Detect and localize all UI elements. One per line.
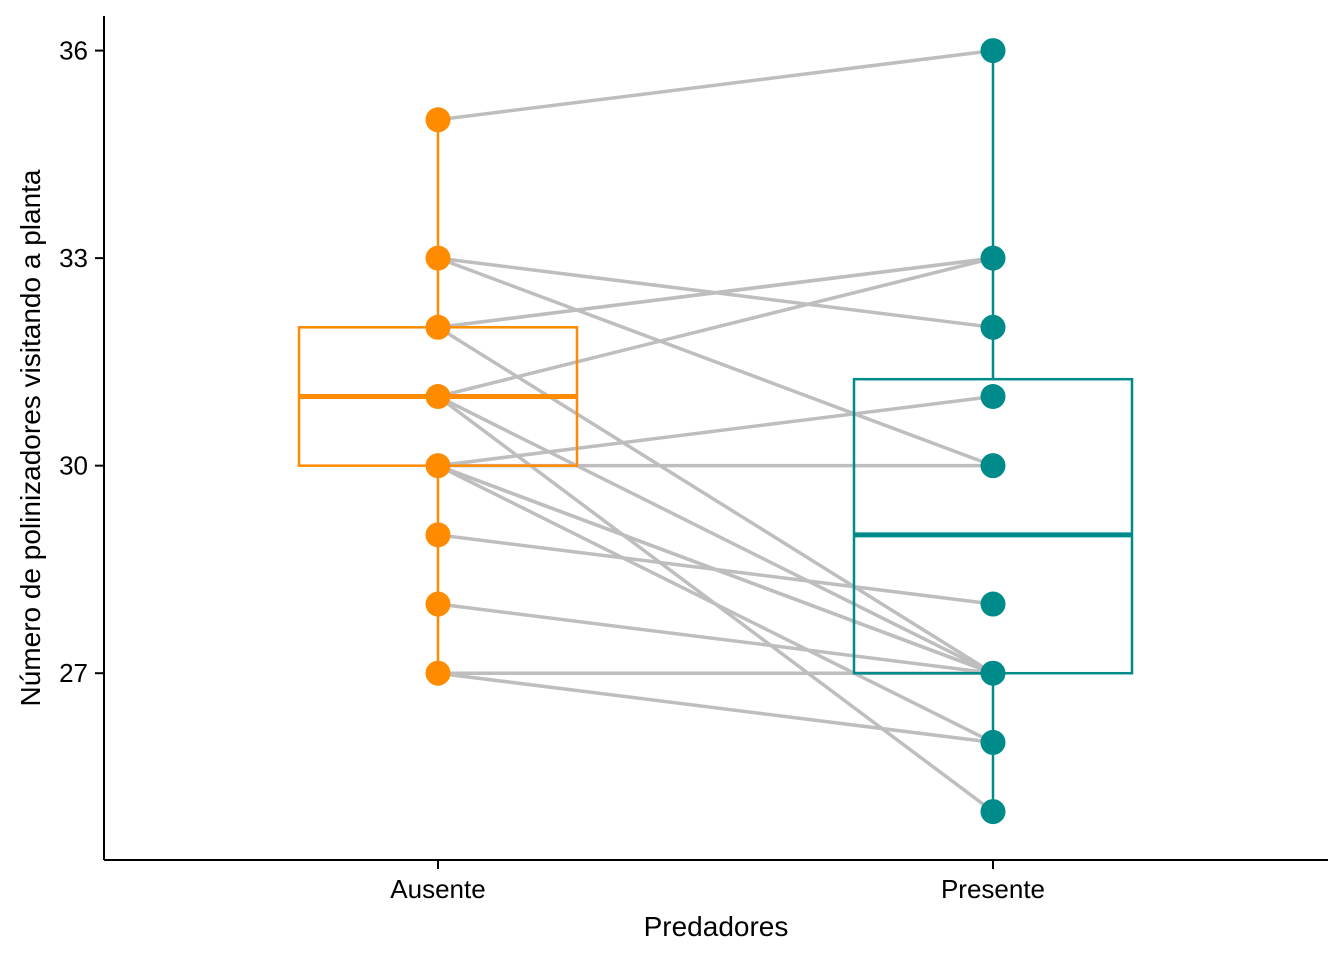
y-axis-title: Número de polinizadores visitando a plan… <box>15 169 46 706</box>
pair-line <box>437 533 994 606</box>
pair-line <box>437 256 994 330</box>
y-tick-label: 30 <box>59 451 88 481</box>
data-point-ausente <box>425 660 451 686</box>
box <box>852 377 1134 675</box>
pair-line <box>437 394 994 468</box>
data-point-presente <box>980 591 1006 617</box>
data-point-presente <box>980 729 1006 755</box>
data-point-ausente <box>425 314 451 340</box>
data-point-ausente <box>425 107 451 133</box>
y-tick-label: 33 <box>59 243 88 273</box>
y-tick-label: 36 <box>59 36 88 66</box>
data-point-presente <box>980 453 1006 479</box>
data-point-presente <box>980 245 1006 271</box>
data-point-presente <box>980 38 1006 64</box>
pair-line <box>437 394 994 675</box>
data-point-presente <box>980 660 1006 686</box>
x-axis-ticks: Ausente Presente <box>390 860 1045 904</box>
x-tick-label: Presente <box>941 874 1045 904</box>
pair-line <box>437 464 994 744</box>
pair-line <box>437 671 994 745</box>
x-axis-title: Predadores <box>644 911 789 942</box>
pair-line <box>437 602 994 675</box>
data-point-ausente <box>425 245 451 271</box>
data-point-presente <box>980 799 1006 825</box>
data-point-ausente <box>425 591 451 617</box>
pair-lines <box>436 48 995 813</box>
data-point-presente <box>980 383 1006 409</box>
pair-line <box>437 256 994 468</box>
y-tick-label: 27 <box>59 658 88 688</box>
data-point-ausente <box>425 522 451 548</box>
data-point-presente <box>980 314 1006 340</box>
pair-line <box>437 256 994 399</box>
data-point-ausente <box>425 383 451 409</box>
pair-line <box>437 325 994 675</box>
pair-line <box>437 48 994 122</box>
y-axis-ticks: 27 30 33 36 <box>59 36 104 688</box>
x-tick-label: Ausente <box>390 874 485 904</box>
data-points <box>425 38 1006 825</box>
data-point-ausente <box>425 453 451 479</box>
